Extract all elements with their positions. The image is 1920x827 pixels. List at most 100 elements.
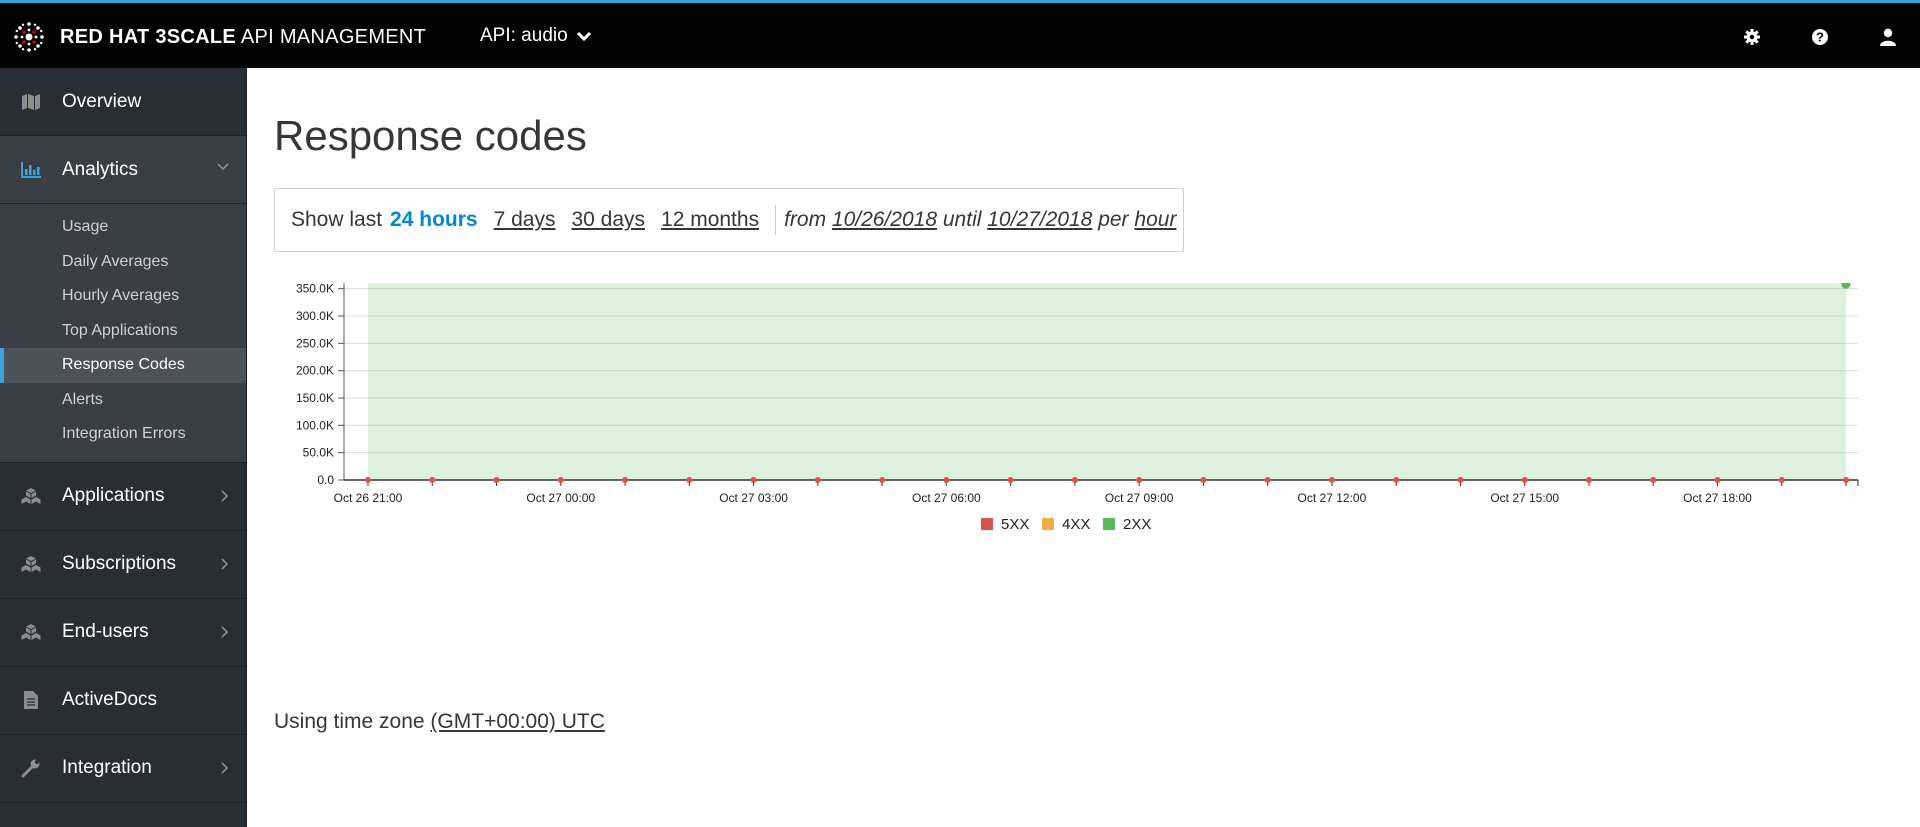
svg-text:?: ? bbox=[1816, 30, 1824, 45]
data-point-5xx bbox=[1264, 477, 1271, 483]
data-point-5xx bbox=[943, 477, 950, 483]
data-point-5xx bbox=[1778, 477, 1785, 483]
x-tick-label: Oct 26 21:00 bbox=[334, 491, 403, 505]
period-option-30-days[interactable]: 30 days bbox=[571, 208, 646, 231]
data-point-2xx bbox=[1841, 279, 1851, 289]
until-date-link[interactable]: 10/27/2018 bbox=[987, 208, 1093, 231]
legend-label-4xx: 4XX bbox=[1062, 516, 1090, 533]
y-tick-label: 150.0K bbox=[296, 391, 334, 405]
data-point-5xx bbox=[1843, 477, 1849, 483]
x-tick-label: Oct 27 12:00 bbox=[1298, 491, 1367, 505]
data-point-5xx bbox=[814, 477, 821, 483]
legend-swatch-4xx bbox=[1042, 518, 1054, 530]
sidebar-subitem-hourly-averages[interactable]: Hourly Averages bbox=[62, 287, 180, 305]
sidebar-item-activedocs[interactable]: ActiveDocs bbox=[0, 667, 246, 735]
y-tick-label: 0.0 bbox=[317, 473, 334, 487]
series-2xx-area bbox=[368, 173, 1846, 480]
timezone-link[interactable]: (GMT+00:00) UTC bbox=[430, 710, 605, 733]
granularity-link[interactable]: hour bbox=[1134, 208, 1177, 231]
data-point-5xx bbox=[493, 477, 500, 483]
data-point-5xx bbox=[622, 477, 629, 483]
bar-chart-icon bbox=[21, 161, 41, 178]
cubes-icon bbox=[21, 556, 41, 572]
show-last-label: Show last bbox=[291, 208, 383, 231]
sidebar-subitem-response-codes[interactable]: Response Codes bbox=[0, 348, 246, 383]
chevron-right-icon bbox=[221, 625, 229, 638]
data-point-5xx bbox=[1071, 477, 1078, 483]
sidebar-subitem-usage[interactable]: Usage bbox=[62, 218, 109, 236]
data-point-5xx bbox=[1585, 477, 1592, 483]
y-tick-label: 100.0K bbox=[296, 418, 334, 432]
from-date-link[interactable]: 10/26/2018 bbox=[831, 208, 938, 231]
page-title: Response codes bbox=[274, 112, 587, 159]
until-label: until bbox=[942, 208, 982, 231]
sidebar-subitem-alerts[interactable]: Alerts bbox=[62, 390, 103, 408]
sidebar-item-end-users[interactable]: End-users bbox=[0, 599, 246, 667]
sidebar-item-subscriptions[interactable]: Subscriptions bbox=[0, 531, 246, 599]
legend-label-2xx: 2XX bbox=[1123, 516, 1151, 533]
x-tick-label: Oct 27 00:00 bbox=[526, 491, 595, 505]
data-point-5xx bbox=[365, 477, 371, 483]
data-point-5xx bbox=[1393, 477, 1400, 483]
cubes-icon bbox=[21, 488, 41, 504]
user-icon[interactable] bbox=[1874, 23, 1902, 51]
from-label: from bbox=[784, 208, 827, 231]
data-point-5xx bbox=[750, 477, 757, 483]
data-point-5xx bbox=[1200, 477, 1207, 483]
api-selector-label: API: audio bbox=[480, 25, 568, 46]
data-point-5xx bbox=[686, 477, 693, 483]
sidebar-item-applications[interactable]: Applications bbox=[0, 463, 246, 531]
chevron-down-icon bbox=[217, 163, 229, 171]
y-tick-label: 200.0K bbox=[296, 364, 334, 378]
cubes-icon bbox=[21, 624, 41, 640]
legend-label-5xx: 5XX bbox=[1001, 516, 1029, 533]
redhat-3scale-logo-icon bbox=[14, 22, 44, 52]
data-point-5xx bbox=[1521, 477, 1528, 483]
per-label: per bbox=[1098, 208, 1129, 231]
brand[interactable]: RED HAT 3SCALE API MANAGEMENT bbox=[12, 20, 426, 54]
sidebar-subitem-top-applications[interactable]: Top Applications bbox=[62, 321, 178, 339]
data-point-5xx bbox=[1007, 477, 1014, 483]
y-tick-label: 50.0K bbox=[303, 446, 334, 460]
y-tick-label: 300.0K bbox=[296, 309, 334, 323]
period-option-7-days[interactable]: 7 days bbox=[493, 208, 556, 231]
data-point-5xx bbox=[1136, 477, 1143, 483]
data-point-5xx bbox=[1328, 477, 1335, 483]
map-icon bbox=[22, 93, 40, 110]
period-option-24-hours[interactable]: 24 hours bbox=[390, 208, 478, 231]
x-tick-label: Oct 27 06:00 bbox=[912, 491, 981, 505]
y-tick-label: 350.0K bbox=[296, 283, 334, 296]
help-icon[interactable]: ? bbox=[1806, 23, 1834, 51]
top-icons: ? bbox=[1698, 23, 1902, 51]
sidebar-subitem-daily-averages[interactable]: Daily Averages bbox=[62, 252, 169, 270]
chart-svg: 0.0 50.0K 100.0K 150.0K 200.0K 250.0K 300.0K 35… bbox=[296, 145, 1859, 533]
analytics-subnav: Usage Daily Averages Hourly Averages Top… bbox=[0, 204, 246, 463]
sidebar-item-integration[interactable]: Integration bbox=[0, 735, 246, 803]
legend-swatch-5xx bbox=[981, 518, 993, 530]
x-tick-label: Oct 27 09:00 bbox=[1105, 491, 1174, 505]
data-point-5xx bbox=[429, 477, 436, 483]
gear-icon[interactable] bbox=[1738, 23, 1766, 51]
period-selector: Show last 24 hours 7 days 30 days 12 mon… bbox=[274, 188, 1184, 252]
brand-name: RED HAT 3SCALE API MANAGEMENT bbox=[60, 25, 427, 48]
chevron-right-icon bbox=[221, 557, 229, 570]
sidebar-subitem-integration-errors[interactable]: Integration Errors bbox=[62, 425, 186, 443]
period-option-12-months[interactable]: 12 months bbox=[661, 208, 760, 231]
data-point-5xx bbox=[1650, 477, 1657, 483]
sidebar-item-overview[interactable]: Overview bbox=[0, 68, 246, 136]
x-tick-label: Oct 27 15:00 bbox=[1490, 491, 1559, 505]
chevron-right-icon bbox=[221, 761, 229, 774]
x-tick-label: Oct 27 03:00 bbox=[719, 491, 788, 505]
timezone-label: Using time zone bbox=[274, 710, 425, 733]
document-icon bbox=[24, 691, 38, 709]
wrench-icon bbox=[21, 759, 40, 778]
legend-swatch-2xx bbox=[1103, 518, 1115, 530]
api-selector[interactable]: API: audio bbox=[480, 25, 592, 47]
sidebar-item-analytics[interactable]: Analytics bbox=[0, 136, 246, 204]
sidebar: Overview Analytics Usage Daily Averages … bbox=[0, 68, 247, 827]
chevron-right-icon bbox=[221, 489, 229, 502]
main-content: Response codes Show last 24 hours 7 days… bbox=[248, 68, 1920, 827]
top-navbar: RED HAT 3SCALE API MANAGEMENT API: audio… bbox=[0, 0, 1920, 68]
response-codes-chart: 0.0 50.0K 100.0K 150.0K 200.0K 250.0K 300.0K 35… bbox=[248, 145, 1908, 683]
data-point-5xx bbox=[1457, 477, 1464, 483]
